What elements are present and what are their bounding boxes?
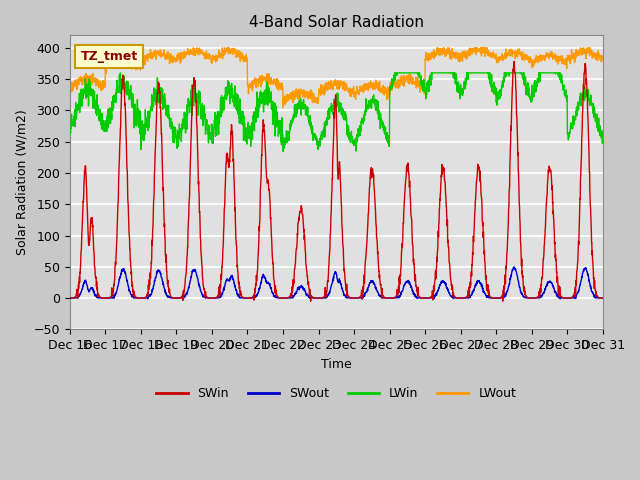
Y-axis label: Solar Radiation (W/m2): Solar Radiation (W/m2) — [15, 109, 28, 255]
Title: 4-Band Solar Radiation: 4-Band Solar Radiation — [249, 15, 424, 30]
Legend: SWin, SWout, LWin, LWout: SWin, SWout, LWin, LWout — [151, 383, 522, 406]
Text: TZ_tmet: TZ_tmet — [81, 50, 138, 63]
X-axis label: Time: Time — [321, 358, 352, 371]
